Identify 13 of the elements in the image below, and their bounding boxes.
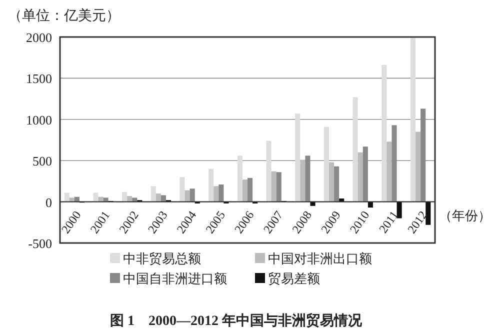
y-tick-label: -500 bbox=[28, 236, 52, 251]
legend-label: 中国对非洲出口额 bbox=[268, 251, 372, 266]
y-tick-label: 1000 bbox=[26, 112, 52, 128]
y-tick-label: 2000 bbox=[26, 30, 52, 45]
legend-label: 贸易差额 bbox=[268, 271, 320, 286]
text: 图 1 2000—2012 年中国与非洲贸易情况 bbox=[110, 312, 363, 329]
y-tick-label: 500 bbox=[32, 154, 52, 169]
legend-label: 中非贸易总额 bbox=[123, 251, 201, 266]
legend-label: 中国自非洲进口额 bbox=[123, 271, 227, 286]
y-axis-title: （单位：亿美元） bbox=[8, 8, 120, 24]
y-tick-label: 0 bbox=[46, 194, 52, 210]
y-tick-label: 1500 bbox=[26, 71, 52, 86]
x-axis-title: （年份） bbox=[439, 208, 491, 223]
